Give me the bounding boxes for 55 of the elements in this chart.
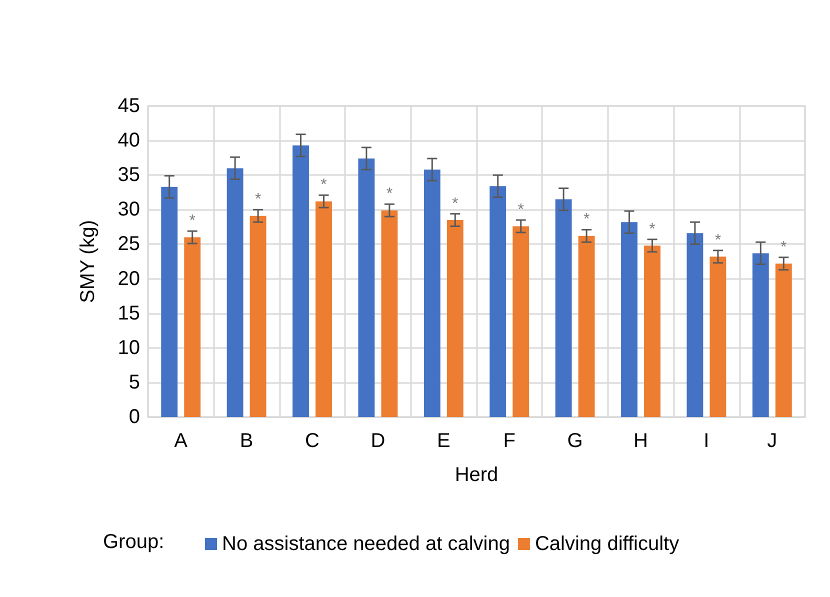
annotation: *	[518, 202, 524, 219]
bar	[555, 199, 572, 417]
y-tick-label: 40	[118, 130, 140, 152]
bar	[578, 236, 595, 417]
bar	[490, 186, 506, 417]
bar	[446, 220, 464, 417]
x-tick-label: F	[503, 430, 516, 452]
bar	[621, 222, 638, 417]
x-tick-label: A	[174, 430, 188, 452]
bar	[358, 158, 375, 417]
bar	[752, 253, 769, 417]
x-tick-label: J	[767, 430, 778, 452]
bar	[710, 256, 726, 417]
bar	[381, 210, 398, 417]
bar	[644, 246, 660, 417]
x-axis-title: Herd	[454, 464, 498, 486]
legend-label: No assistance needed at calving	[222, 533, 510, 555]
y-tick-label: 25	[118, 233, 140, 256]
annotation: *	[714, 232, 722, 249]
annotation: *	[320, 176, 327, 194]
annotation: *	[583, 211, 590, 228]
bar	[775, 264, 792, 417]
legend-title: Group:	[103, 531, 164, 553]
x-tick-label: I	[704, 430, 710, 452]
bar	[292, 145, 309, 417]
annotation: *	[649, 220, 656, 238]
y-axis-title: SMY (kg)	[77, 220, 99, 303]
annotation: *	[452, 195, 458, 212]
x-tick-label: D	[370, 430, 386, 452]
y-tick-label: 5	[128, 371, 140, 394]
x-tick-label: B	[240, 430, 254, 452]
x-tick-label: G	[567, 430, 583, 452]
y-tick-label: 45	[118, 95, 140, 117]
y-tick-label: 35	[118, 164, 140, 186]
y-tick-label: 15	[118, 302, 140, 324]
bar	[316, 201, 332, 417]
y-tick-label: 20	[118, 268, 140, 290]
annotation: *	[254, 191, 262, 208]
bar	[686, 233, 704, 417]
bar	[184, 237, 201, 417]
y-tick-label: 0	[128, 406, 140, 428]
bar	[161, 186, 178, 417]
bar	[512, 226, 530, 417]
bar	[424, 170, 440, 417]
annotation: *	[386, 186, 393, 203]
y-tick-label: 10	[118, 336, 140, 359]
x-tick-label: E	[436, 430, 450, 452]
annotation: *	[780, 238, 787, 256]
bar	[250, 216, 266, 417]
bar	[226, 168, 244, 417]
x-tick-label: C	[305, 430, 320, 452]
annotation: *	[189, 212, 196, 230]
y-tick-label: 30	[118, 198, 140, 221]
legend-label: Calving difficulty	[534, 533, 680, 555]
x-tick-label: H	[634, 430, 648, 452]
